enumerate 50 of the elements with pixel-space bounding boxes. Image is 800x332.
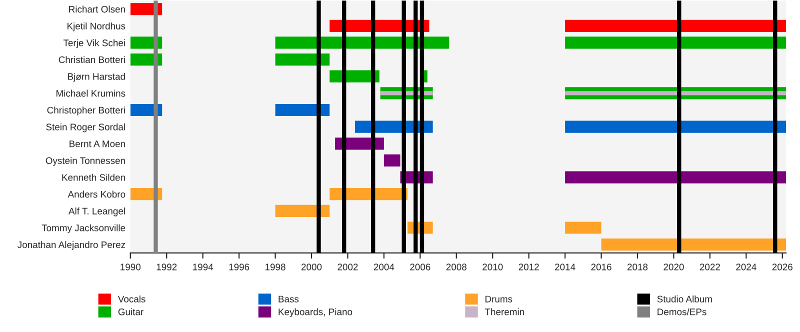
x-tick-label: 1992 (156, 264, 177, 270)
legend-label: Studio Album (657, 295, 712, 302)
y-tick-label: Jonathan Alejandro Perez (18, 241, 126, 250)
bar (601, 238, 786, 251)
bar (384, 154, 400, 167)
x-tick-label: 2004 (374, 264, 394, 270)
x-tick-label: 2012 (518, 264, 539, 270)
y-tick-label: Tommy Jacksonville (42, 224, 126, 234)
bar (565, 222, 602, 234)
y-tick-label: Alf T. Leangel (68, 208, 125, 216)
x-tick-label: 2026 (772, 264, 792, 270)
x-tick-label: 1998 (266, 264, 286, 270)
legend-label: Drums (486, 296, 512, 302)
legend-label: Bass (278, 296, 299, 302)
y-tick-label: Bjørn Harstad (68, 72, 125, 82)
y-tick-label: Terje Vik Schei (63, 39, 125, 48)
bar (565, 120, 786, 133)
y-tick-label: Christopher Botteri (47, 106, 125, 116)
y-tick-label: Kenneth Silden (62, 174, 125, 181)
x-tick-label: 2010 (482, 264, 503, 270)
x-tick-label: 2018 (627, 264, 648, 270)
bar (565, 36, 786, 49)
y-tick-label: Michael Krumins (56, 90, 126, 97)
y-tick-label: Anders Kobro (68, 190, 126, 198)
y-tick-label: Richart Olsen (69, 6, 125, 13)
x-tick-label: 2016 (591, 264, 612, 270)
x-tick-label: 2024 (736, 264, 756, 270)
x-tick-label: 1990 (120, 264, 141, 270)
x-tick-label: 2022 (700, 264, 720, 270)
x-tick-label: 2014 (555, 264, 576, 270)
y-tick-label: Stein Roger Sordal (46, 123, 125, 132)
y-tick-label: Christian Botteri (58, 56, 125, 64)
bar (565, 171, 786, 184)
x-tick-label: 2000 (301, 264, 322, 270)
legend-label: Theremin (484, 308, 524, 316)
x-tick-label: 2020 (664, 264, 684, 270)
x-tick-label: 2008 (446, 264, 466, 270)
bar (565, 91, 786, 96)
y-tick-label: Kjetil Nordhus (68, 22, 126, 32)
x-tick-label: 1994 (193, 264, 214, 270)
x-tick-label: 2006 (410, 264, 430, 270)
bar (565, 20, 786, 32)
x-tick-label: 1996 (229, 264, 250, 270)
y-tick-label: Bernt A Moen (70, 140, 125, 148)
y-tick-label: Oystein Tonnessen (46, 157, 125, 166)
legend-label: Demos/EPs (658, 308, 706, 316)
legend-label: Guitar (118, 308, 144, 316)
legend-label: Keyboards, Piano (278, 308, 352, 318)
x-tick-label: 2002 (338, 264, 358, 270)
legend-label: Vocals (118, 295, 146, 302)
